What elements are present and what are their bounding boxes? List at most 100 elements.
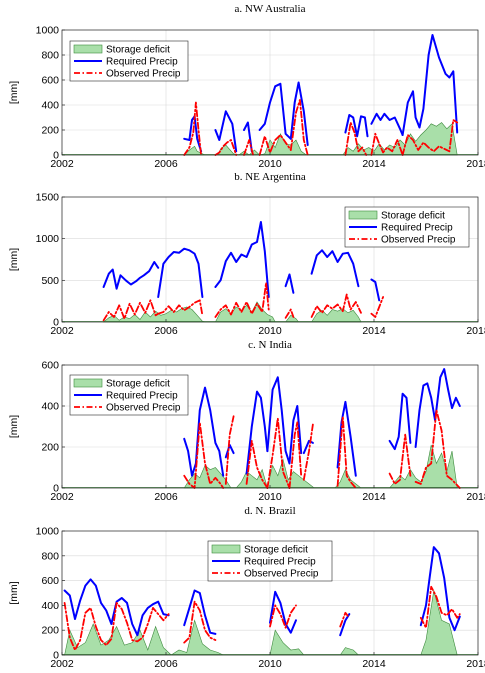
required-precip-line bbox=[183, 386, 225, 477]
y-tick-label: 1000 bbox=[36, 25, 60, 37]
x-tick-label: 2006 bbox=[154, 325, 178, 337]
y-axis-label: [mm] bbox=[8, 81, 20, 104]
y-tick-label: 800 bbox=[41, 550, 59, 562]
required-precip-line bbox=[102, 261, 160, 290]
legend-swatch-storage bbox=[73, 378, 103, 388]
observed-precip-line bbox=[344, 121, 368, 156]
x-tick-label: 2014 bbox=[362, 325, 386, 337]
storage-deficit-area bbox=[183, 122, 458, 156]
required-precip-line bbox=[183, 115, 203, 153]
required-precip-line bbox=[288, 405, 303, 465]
x-tick-label: 2010 bbox=[258, 158, 282, 170]
observed-precip-line bbox=[102, 299, 160, 322]
y-tick-label: 1000 bbox=[36, 526, 60, 538]
x-tick-label: 2010 bbox=[258, 325, 282, 337]
x-tick-label: 2002 bbox=[50, 158, 74, 170]
x-tick-label: 2006 bbox=[154, 658, 178, 670]
legend-label: Required Precip bbox=[106, 391, 178, 402]
x-tick-label: 2010 bbox=[258, 658, 282, 670]
chart-title: b. NE Argentina bbox=[234, 171, 306, 183]
legend-label: Observed Precip bbox=[106, 403, 181, 414]
legend-label: Required Precip bbox=[106, 57, 178, 68]
y-tick-label: 600 bbox=[41, 75, 59, 87]
observed-precip-line bbox=[63, 602, 170, 651]
y-tick-label: 200 bbox=[41, 125, 59, 137]
observed-precip-line bbox=[289, 99, 309, 156]
x-tick-label: 2014 bbox=[362, 158, 386, 170]
chart-panel-1: a. NW Australia 2002 2006 2010 2014 2018 0 200 4… bbox=[8, 3, 485, 170]
observed-precip-line bbox=[214, 281, 270, 318]
required-precip-line bbox=[269, 590, 297, 634]
observed-precip-line bbox=[370, 296, 384, 318]
y-tick-label: 0 bbox=[53, 150, 59, 162]
required-precip-line bbox=[245, 390, 269, 475]
legend-swatch-storage bbox=[211, 544, 241, 554]
required-precip-line bbox=[157, 247, 204, 298]
observed-precip-line bbox=[288, 421, 303, 489]
y-tick-label: 600 bbox=[41, 360, 59, 372]
y-tick-label: 400 bbox=[41, 100, 59, 112]
required-precip-line bbox=[414, 368, 461, 448]
legend-label: Observed Precip bbox=[381, 235, 456, 246]
y-tick-label: 500 bbox=[41, 275, 59, 287]
required-precip-line bbox=[63, 578, 170, 637]
x-tick-label: 2002 bbox=[50, 491, 74, 503]
observed-precip-line bbox=[266, 417, 291, 489]
y-tick-label: 200 bbox=[41, 625, 59, 637]
observed-precip-line bbox=[157, 299, 204, 317]
y-tick-label: 0 bbox=[53, 650, 59, 662]
observed-precip-line bbox=[339, 611, 351, 628]
observed-precip-line bbox=[243, 139, 254, 156]
y-tick-label: 1500 bbox=[36, 192, 60, 204]
observed-precip-line bbox=[214, 139, 238, 156]
y-tick-label: 0 bbox=[53, 317, 59, 329]
observed-precip-line bbox=[183, 101, 202, 156]
y-tick-label: 800 bbox=[41, 50, 59, 62]
x-tick-label: 2018 bbox=[466, 158, 485, 170]
legend-label: Observed Precip bbox=[244, 569, 319, 580]
x-tick-label: 2006 bbox=[154, 491, 178, 503]
y-tick-label: 0 bbox=[53, 483, 59, 495]
chart-panel-2: b. NE Argentina 2002 2006 2010 2014 2018 0 500 1… bbox=[8, 171, 485, 337]
x-tick-label: 2014 bbox=[362, 491, 386, 503]
observed-precip-line bbox=[269, 604, 297, 629]
required-precip-line bbox=[214, 110, 238, 153]
required-precip-line bbox=[183, 589, 217, 635]
required-precip-line bbox=[419, 546, 461, 632]
x-tick-label: 2018 bbox=[466, 491, 485, 503]
x-tick-label: 2002 bbox=[50, 658, 74, 670]
observed-precip-line bbox=[419, 585, 461, 629]
required-precip-line bbox=[388, 392, 412, 451]
legend-label: Storage deficit bbox=[106, 379, 170, 390]
chart-panel-3: c. N India 2002 2006 2010 2014 2018 0 200 400 600… bbox=[8, 339, 485, 503]
required-precip-line bbox=[370, 278, 381, 302]
x-tick-label: 2018 bbox=[466, 325, 485, 337]
observed-precip-line bbox=[245, 440, 269, 489]
y-axis-label: [mm] bbox=[8, 415, 20, 438]
chart-panel-4: d. N. Brazil 2002 2006 2010 2014 2018 0 200 400 6… bbox=[8, 505, 485, 670]
observed-precip-line bbox=[336, 415, 357, 489]
x-tick-label: 2018 bbox=[466, 658, 485, 670]
x-tick-label: 2010 bbox=[258, 491, 282, 503]
y-tick-label: 400 bbox=[41, 401, 59, 413]
required-precip-line bbox=[401, 34, 459, 136]
x-tick-label: 2014 bbox=[362, 658, 386, 670]
observed-precip-line bbox=[401, 119, 459, 156]
observed-precip-line bbox=[370, 132, 404, 156]
observed-precip-line bbox=[302, 423, 314, 481]
legend-swatch-storage bbox=[73, 44, 103, 54]
required-precip-line bbox=[370, 112, 404, 136]
required-precip-line bbox=[214, 221, 270, 298]
observed-precip-line bbox=[414, 409, 461, 489]
observed-precip-line bbox=[183, 421, 225, 489]
observed-precip-line bbox=[310, 293, 362, 318]
y-axis-label: [mm] bbox=[8, 248, 20, 271]
required-precip-line bbox=[284, 273, 295, 294]
legend-label: Required Precip bbox=[244, 557, 316, 568]
x-tick-label: 2002 bbox=[50, 325, 74, 337]
